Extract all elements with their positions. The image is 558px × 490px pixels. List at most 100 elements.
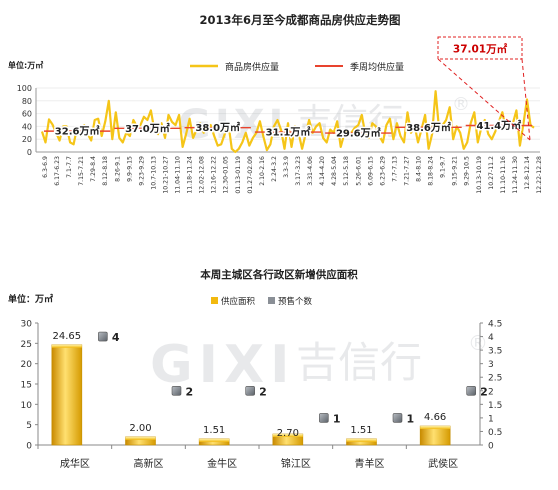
presale-count-marker [98,331,108,342]
quarter-average-label: 32.6万㎡ [55,125,100,138]
x-tick-label: 12.22-12.28 [536,156,543,194]
y-right-tick-label: 4.5 [488,320,502,330]
x-tick-label: 11.24-11.30 [512,156,519,194]
y-right-tick-label: 3 [488,360,494,370]
y-right-tick-label: 1 [488,414,494,424]
x-tick-label: 10.13-10.19 [476,156,483,194]
y-right-tick-label: 4 [488,333,494,343]
legend-swatch-count [268,297,275,304]
x-tick-label: 3.31-4.06 [307,156,314,186]
x-tick-label: 10.21-10.27 [163,156,170,194]
x-tick-label: 7.7-7.13 [391,156,398,182]
quarter-average-label: 29.6万㎡ [336,127,381,140]
x-tick-label: 4.28-5.04 [331,156,338,186]
category-label: 成华区 [60,457,90,470]
x-tick-label: 8.4-8.10 [416,156,423,182]
district-supply-chart: 本周主城区各行政区新增供应面积 单位：万㎡ 供应面积 预售个数 05101520… [8,268,502,470]
y-left-tick-label: 10 [21,401,33,411]
legend-label-supply: 商品房供应量 [225,61,279,73]
category-label: 武侯区 [428,457,458,470]
quarter-average-label: 38.6万㎡ [406,121,451,134]
x-tick-label: 7.15-7.21 [78,156,85,186]
y-left-tick-label: 15 [21,381,32,391]
y-tick-label: 0 [27,148,32,157]
chart2-title: 本周主城区各行政区新增供应面积 [200,268,358,281]
x-tick-label: 8.26-9.1 [114,156,121,182]
y-tick-label: 80 [22,97,32,106]
x-tick-label: 3.3-3.9 [283,156,290,178]
chart1-legend: 商品房供应量 季周均供应量 [190,61,404,73]
chart2-marks: 成华区 24.65 4 高新区 2.00 2 金牛区 1.51 2 锦江区 2.70 1 青羊区 1.51… [37,331,488,470]
watermark-registered-2: ® [468,331,488,355]
presale-count-marker [245,385,255,396]
x-tick-label: 11.18-11.24 [187,156,194,194]
chart1-title: 2013年6月至今成都商品房供应走势图 [199,13,400,27]
x-tick-label: 7.21-7.27 [404,156,411,186]
supply-area-label: 1.51 [350,425,372,436]
callout-label: 37.01万㎡ [453,43,508,56]
x-tick-label: 9.1-9.7 [440,156,447,178]
x-tick-label: 9.29-10.5 [464,156,471,186]
category-label: 金牛区 [207,457,237,470]
x-tick-label: 5.26-6.01 [355,156,362,186]
chart2-unit-label: 单位：万㎡ [8,293,53,305]
quarter-average-label: 41.4万㎡ [477,119,522,132]
presale-count-label: 1 [333,412,341,425]
x-tick-label: 4.14-4.20 [319,156,326,186]
supply-area-label: 2.70 [277,428,299,439]
chart1-unit-label: 单位:万㎡ [8,60,43,70]
supply-area-label: 1.51 [203,425,225,436]
y-tick-label: 60 [22,110,32,119]
chart1-callout: 37.01万㎡ [437,36,531,141]
x-tick-label: 9.9-9.15 [126,156,133,182]
watermark-chinese-2: 吉信行 [296,338,422,387]
y-right-tick-label: 3.5 [488,347,502,357]
presale-count-marker [319,413,329,423]
supply-area-label: 4.66 [424,412,446,423]
x-tick-label: 10.7-10.13 [150,156,157,190]
x-tick-label: 11.04-11.10 [175,156,182,194]
x-tick-label: 8.18-8.24 [428,156,435,186]
x-tick-label: 9.15-9.21 [452,156,459,186]
y-tick-label: 20 [22,135,32,144]
x-tick-label: 6.3-6.9 [42,156,49,178]
supply-line [40,90,535,154]
chart1-quarter-averages: 32.6万㎡ 37.0万㎡ 38.0万㎡ 31.1万㎡ 29.6万㎡ 38.6万㎡ 41.4… [44,118,532,141]
x-tick-label: 5.12-5.18 [343,156,350,186]
x-tick-label: 12.8-12.14 [524,156,531,190]
x-tick-label: 12.30-01.05 [223,156,230,194]
quarter-average-label: 31.1万㎡ [266,126,311,139]
y-tick-label: 100 [17,84,32,93]
x-tick-label: 11.10-11.16 [500,156,507,194]
legend-label-count: 预售个数 [278,296,313,307]
quarter-average-label: 38.0万㎡ [195,121,240,134]
x-tick-label: 2.10-2.16 [259,156,266,186]
category-label: 青羊区 [355,457,385,470]
y-right-tick-label: 2 [488,387,494,397]
x-tick-label: 3.17-3.23 [295,156,302,186]
y-left-tick-label: 30 [21,320,33,330]
supply-area-label: 2.00 [129,423,151,434]
y-left-tick-label: 5 [26,421,32,431]
presale-count-label: 2 [480,385,488,398]
supply-area-bar-cap [125,436,156,440]
chart1-x-tick-labels: 6.3-6.9 6.17-6.23 7.1-7.7 7.15-7.21 7.29-8.4… [42,156,543,194]
callout-box [437,36,523,60]
x-tick-label: 2.24-3.2 [271,156,278,182]
y-left-tick-label: 25 [21,340,32,350]
watermark-latin-2: GIXI [150,335,295,395]
supply-area-bar-cap [272,434,303,438]
x-tick-label: 7.29-8.4 [90,156,97,182]
presale-count-marker [466,385,476,396]
y-right-tick-label: 1.5 [488,401,502,411]
watermark-chinese: 吉信行 [296,102,404,143]
category-label: 锦江区 [281,457,311,470]
x-tick-label: 9.23-9.29 [138,156,145,186]
y-tick-label: 40 [22,122,32,131]
legend-label-quarter-avg: 季周均供应量 [350,61,404,73]
y-left-tick-label: 0 [26,442,32,452]
supply-area-bar-cap [346,438,377,442]
supply-area-label: 24.65 [53,331,82,342]
presale-count-marker [171,385,182,396]
